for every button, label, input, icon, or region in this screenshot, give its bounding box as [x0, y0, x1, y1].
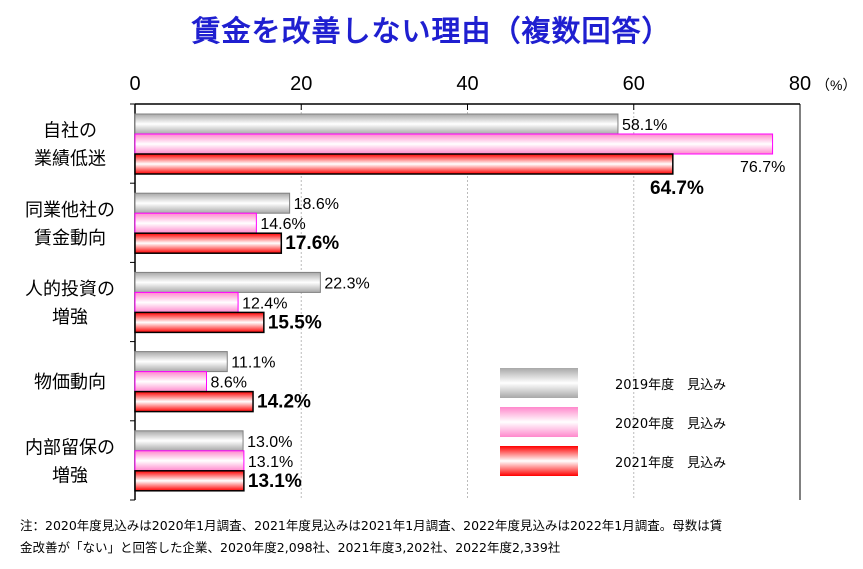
bar-1	[134, 212, 257, 234]
bar-1	[134, 371, 207, 393]
bar-1	[134, 450, 245, 472]
category-label: 人的投資の	[25, 279, 115, 300]
data-label: 17.6%	[285, 233, 339, 254]
legend-swatch	[500, 407, 578, 437]
data-label: 13.1%	[248, 471, 302, 492]
bar-2	[134, 311, 265, 334]
x-tick-label: 0	[129, 73, 140, 95]
bar-0	[134, 113, 619, 135]
x-tick-label: 40	[456, 73, 478, 95]
x-tick-label: 60	[623, 73, 645, 95]
bar-0	[134, 192, 291, 214]
category-label: 増強	[52, 465, 88, 486]
data-label: 15.5%	[268, 312, 322, 333]
category-label: 同業他社の	[25, 200, 115, 221]
bar-2	[134, 232, 283, 254]
bar-0	[134, 271, 321, 293]
legend-label: 2020年度 見込み	[615, 416, 726, 432]
category-label: 物価動向	[34, 372, 106, 393]
bar-2	[134, 153, 674, 175]
x-tick-label: 80	[789, 73, 811, 95]
chart-title: 賃金を改善しない理由（複数回答）	[191, 14, 672, 48]
data-label: 76.7%	[740, 159, 785, 176]
x-tick-label: 20	[290, 73, 312, 95]
category-label: 増強	[52, 307, 88, 328]
data-label: 14.6%	[260, 216, 305, 233]
category-label: 内部留保の	[25, 437, 115, 458]
legend-label: 2019年度 見込み	[615, 377, 726, 393]
bar-2	[134, 470, 245, 492]
bar-0	[134, 351, 228, 373]
bar-2	[134, 390, 254, 413]
legend-label: 2021年度 見込み	[615, 455, 726, 471]
bar-0	[134, 430, 244, 452]
data-label: 13.0%	[247, 434, 292, 451]
data-label: 18.6%	[294, 196, 339, 213]
footnote-line-1: 注：2020年度見込みは2020年1月調査、2021年度見込みは2021年1月調…	[20, 518, 723, 533]
data-label: 64.7%	[650, 178, 704, 199]
data-label: 58.1%	[622, 117, 667, 134]
footnote-line-2: 金改善が「ない」と回答した企業、2020年度2,098社、2021年度3,202…	[20, 540, 561, 555]
legend-swatch	[500, 368, 578, 398]
data-label: 14.2%	[257, 392, 311, 413]
category-label: 賃金動向	[34, 228, 106, 249]
bar-1	[134, 291, 239, 313]
bar-1	[134, 133, 774, 155]
data-label: 8.6%	[210, 375, 246, 392]
category-label: 自社の	[43, 121, 97, 142]
data-label: 11.1%	[231, 355, 275, 372]
x-unit-label: （%）	[816, 77, 856, 93]
legend-swatch	[500, 446, 578, 476]
data-label: 22.3%	[324, 275, 369, 292]
data-label: 13.1%	[248, 454, 293, 471]
category-label: 業績低迷	[34, 149, 106, 170]
data-label: 12.4%	[242, 295, 287, 312]
